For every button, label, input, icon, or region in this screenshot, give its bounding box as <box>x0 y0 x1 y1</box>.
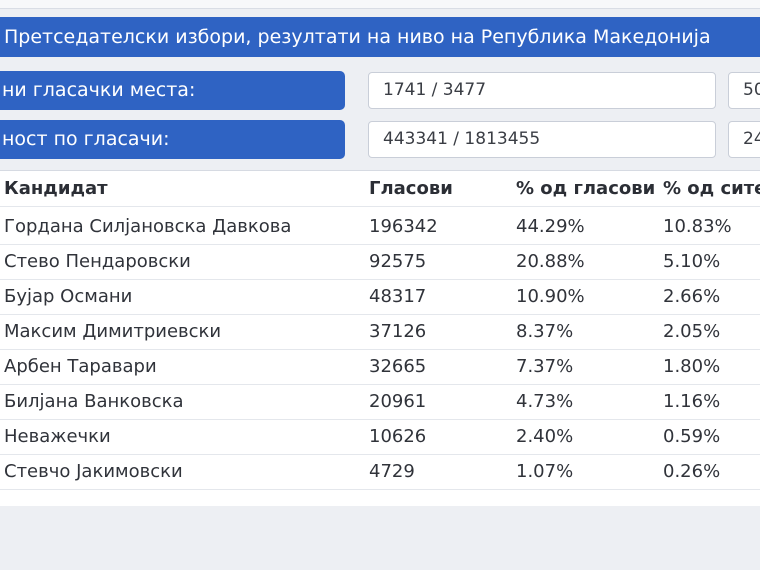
vote-count: 37126 <box>369 321 427 342</box>
table-row: Стево Пендаровски 92575 20.88% 5.10% <box>0 244 760 280</box>
vote-count: 10626 <box>369 426 427 447</box>
total-percent: 0.26% <box>663 461 721 482</box>
column-header-candidate: Кандидат <box>4 178 108 199</box>
table-row: Стевчо Јакимовски 4729 1.07% 0.26% <box>0 454 760 490</box>
candidate-name: Гордана Силјановска Давкова <box>4 216 292 237</box>
vote-count: 20961 <box>369 391 427 412</box>
total-percent: 1.16% <box>663 391 721 412</box>
table-row: Билјана Ванковска 20961 4.73% 1.16% <box>0 384 760 420</box>
turnout-label: ност по гласачи: <box>0 120 345 159</box>
vote-count: 32665 <box>369 356 427 377</box>
vote-percent: 8.37% <box>516 321 574 342</box>
column-header-vote-percent: % од гласови <box>516 178 656 199</box>
total-percent: 2.05% <box>663 321 721 342</box>
vote-percent: 10.90% <box>516 286 585 307</box>
total-percent: 1.80% <box>663 356 721 377</box>
candidate-name: Арбен Таравари <box>4 356 157 377</box>
total-percent: 5.10% <box>663 251 721 272</box>
turnout-value: 443341 / 1813455 <box>368 121 716 158</box>
turnout-percent: 24 <box>728 121 760 158</box>
vote-count: 48317 <box>369 286 427 307</box>
table-row: Гордана Силјановска Давкова 196342 44.29… <box>0 209 760 245</box>
total-percent: 10.83% <box>663 216 732 237</box>
vote-count: 196342 <box>369 216 438 237</box>
polling-stations-label: ни гласачки места: <box>0 71 345 110</box>
total-percent: 2.66% <box>663 286 721 307</box>
page-title: Претседателски избори, резултати на ниво… <box>0 17 760 57</box>
results-table: Кандидат Гласови % од гласови % од сите … <box>0 170 760 506</box>
table-row: Неважечки 10626 2.40% 0.59% <box>0 419 760 455</box>
candidate-name: Бујар Османи <box>4 286 133 307</box>
table-header-row: Кандидат Гласови % од гласови % од сите <box>0 171 760 207</box>
vote-count: 4729 <box>369 461 415 482</box>
top-edge <box>0 0 760 9</box>
table-row: Бујар Османи 48317 10.90% 2.66% <box>0 279 760 315</box>
polling-stations-percent: 50 <box>728 72 760 109</box>
vote-percent: 20.88% <box>516 251 585 272</box>
candidate-name: Неважечки <box>4 426 111 447</box>
column-header-votes: Гласови <box>369 178 453 199</box>
candidate-name: Билјана Ванковска <box>4 391 184 412</box>
vote-count: 92575 <box>369 251 427 272</box>
total-percent: 0.59% <box>663 426 721 447</box>
table-row: Максим Димитриевски 37126 8.37% 2.05% <box>0 314 760 350</box>
vote-percent: 4.73% <box>516 391 574 412</box>
candidate-name: Максим Димитриевски <box>4 321 222 342</box>
vote-percent: 7.37% <box>516 356 574 377</box>
vote-percent: 1.07% <box>516 461 574 482</box>
vote-percent: 44.29% <box>516 216 585 237</box>
vote-percent: 2.40% <box>516 426 574 447</box>
polling-stations-value: 1741 / 3477 <box>368 72 716 109</box>
candidate-name: Стево Пендаровски <box>4 251 191 272</box>
candidate-name: Стевчо Јакимовски <box>4 461 183 482</box>
table-row: Арбен Таравари 32665 7.37% 1.80% <box>0 349 760 385</box>
column-header-total-percent: % од сите <box>663 178 760 199</box>
